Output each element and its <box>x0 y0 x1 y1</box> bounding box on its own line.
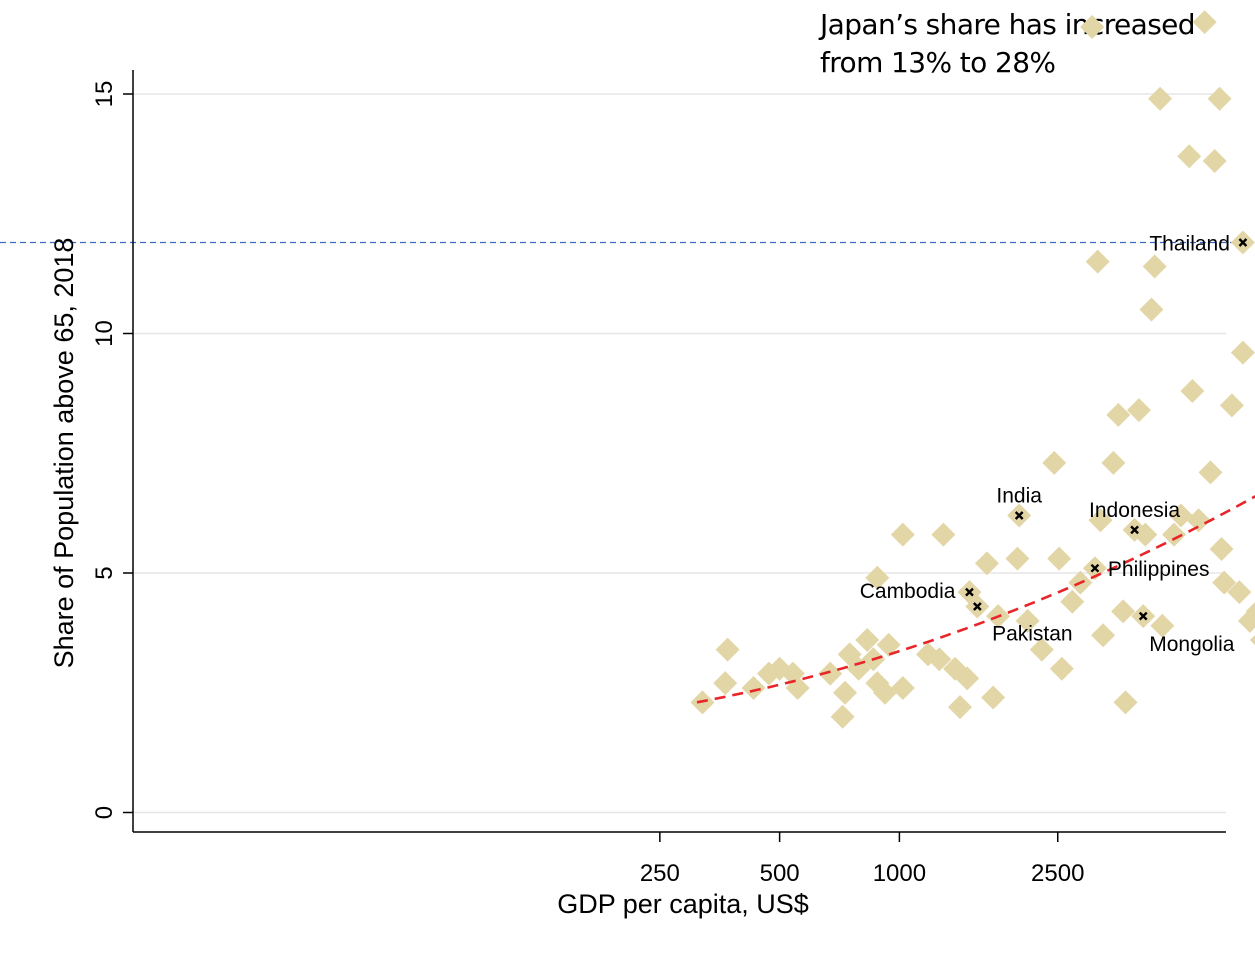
data-point <box>1111 599 1136 624</box>
country-marker <box>1238 238 1248 247</box>
country-marker <box>965 587 974 597</box>
data-point <box>1113 690 1138 715</box>
country-label: India <box>996 485 1042 508</box>
data-point <box>830 704 855 729</box>
country-label: Indonesia <box>1089 499 1180 522</box>
axes: 051015202530250500100025001000025000 <box>91 70 1226 887</box>
data-point <box>1249 635 1255 646</box>
country-label: Pakistan <box>992 623 1073 646</box>
y-axis-title: Share of Population above 65, 2018 <box>49 238 79 669</box>
data-point <box>1198 460 1223 485</box>
data-point <box>1049 656 1074 681</box>
data-point <box>955 666 980 691</box>
country-marker <box>1138 611 1148 621</box>
grid-lines <box>133 93 1226 814</box>
data-point <box>1126 398 1151 423</box>
y-tick-label: 5 <box>91 566 118 579</box>
x-axis-title: GDP per capita, US$ <box>557 889 809 919</box>
data-point <box>1088 508 1113 533</box>
data-point <box>1091 623 1116 648</box>
data-point <box>1192 10 1217 35</box>
country-marker <box>1014 511 1024 520</box>
data-point <box>1209 537 1234 562</box>
data-point <box>1060 589 1085 614</box>
data-point <box>981 685 1006 710</box>
y-tick-label: 10 <box>91 320 118 347</box>
data-point <box>1005 546 1030 571</box>
y-tick-label: 15 <box>91 81 118 108</box>
fit-curve <box>696 495 1255 704</box>
x-tick-label: 1000 <box>873 860 926 887</box>
data-point <box>890 675 915 700</box>
data-point <box>1202 149 1227 174</box>
data-point <box>1168 503 1193 528</box>
country-label: Thailand <box>1149 232 1230 255</box>
data-point <box>1150 613 1175 638</box>
annotation-note: Japan’s share has increased from 13% to … <box>820 8 1196 79</box>
highlighted-countries: JapanHong Kong SAR, ChinaNew ZealandAust… <box>860 232 1248 656</box>
data-point <box>872 680 897 705</box>
data-point <box>1047 546 1072 571</box>
data-point <box>890 522 915 547</box>
data-point <box>865 565 890 590</box>
data-point <box>1080 14 1105 39</box>
data-point <box>1245 601 1255 621</box>
data-point <box>715 637 740 662</box>
data-point <box>1106 402 1131 427</box>
data-point <box>855 628 880 653</box>
x-tick-label: 250 <box>640 860 680 887</box>
data-point <box>1207 86 1232 111</box>
fit-line <box>696 495 1255 704</box>
data-point <box>1186 508 1211 533</box>
data-point <box>876 632 901 657</box>
data-point <box>1180 378 1205 403</box>
data-point <box>1219 393 1244 418</box>
data-point <box>1101 450 1126 475</box>
data-point <box>818 661 843 686</box>
data-point <box>833 680 858 705</box>
data-point <box>927 647 952 672</box>
country-marker <box>1090 563 1100 573</box>
data-point <box>947 695 972 720</box>
x-tick-label: 500 <box>760 860 800 887</box>
data-point <box>1042 450 1067 475</box>
country-marker <box>972 602 982 611</box>
data-point <box>1139 297 1164 322</box>
country-label: Mongolia <box>1149 633 1235 656</box>
country-marker <box>1130 525 1139 535</box>
data-point <box>931 522 956 547</box>
data-point <box>1212 570 1237 595</box>
reference-lines <box>0 241 1243 244</box>
data-point <box>1085 249 1110 274</box>
data-point <box>1162 522 1187 547</box>
country-label: Philippines <box>1108 558 1210 581</box>
x-tick-label: 2500 <box>1031 860 1084 887</box>
data-point <box>1142 254 1167 279</box>
data-point <box>713 671 738 696</box>
data-point <box>1177 144 1202 169</box>
data-point <box>741 675 766 700</box>
y-tick-label: 0 <box>91 806 118 819</box>
data-point <box>1148 86 1173 111</box>
data-point <box>1015 608 1040 633</box>
country-label: Cambodia <box>860 580 956 603</box>
data-point <box>1227 580 1252 605</box>
data-point <box>1029 637 1054 662</box>
data-point <box>1230 340 1255 365</box>
data-point <box>974 551 999 576</box>
